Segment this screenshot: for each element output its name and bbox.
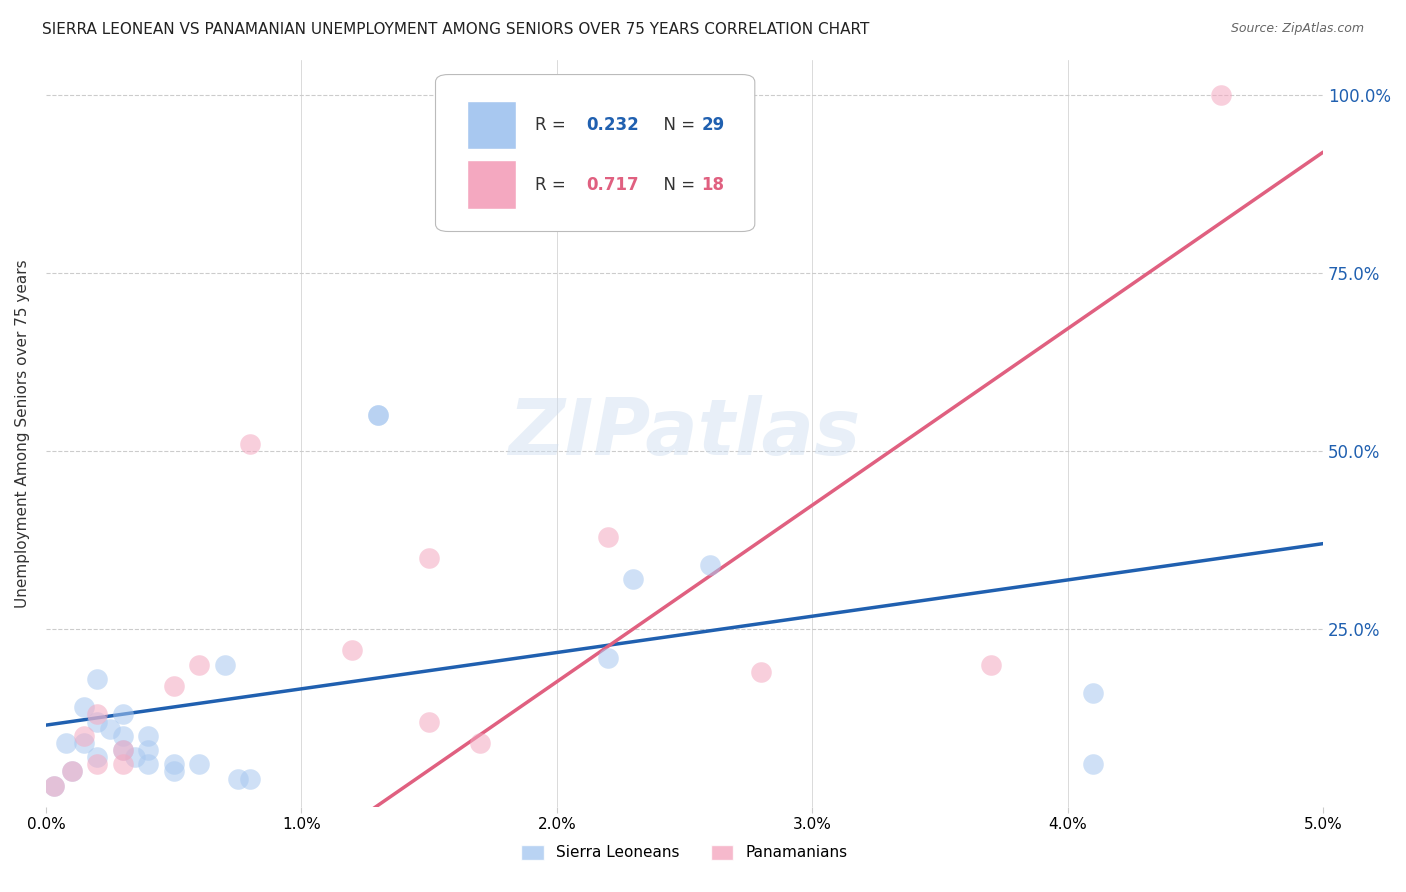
Point (367, 409, 389, 423)
Point (42, 779, 65, 793)
Text: R =: R = (536, 176, 571, 194)
Point (980, 657, 1002, 672)
Legend: Sierra Leoneans, Panamanians: Sierra Leoneans, Panamanians (515, 838, 853, 867)
Point (418, 550, 440, 565)
Point (1083, 686, 1105, 700)
Point (111, 707, 134, 722)
Point (111, 743, 134, 757)
Point (214, 657, 236, 672)
Text: SIERRA LEONEAN VS PANAMANIAN UNEMPLOYMENT AMONG SENIORS OVER 75 YEARS CORRELATIO: SIERRA LEONEAN VS PANAMANIAN UNEMPLOYMEN… (42, 22, 869, 37)
Text: 0.717: 0.717 (586, 176, 638, 194)
Text: ZIPatlas: ZIPatlas (509, 395, 860, 471)
Point (596, 650, 619, 665)
Point (73, 736, 96, 750)
Point (342, 643, 364, 657)
Text: Source: ZipAtlas.com: Source: ZipAtlas.com (1230, 22, 1364, 36)
Point (623, 572, 645, 586)
Point (111, 757, 134, 772)
Text: N =: N = (652, 116, 700, 134)
Point (1209, 88, 1232, 103)
Point (86, 757, 108, 772)
Point (60, 764, 83, 779)
Point (60, 764, 83, 779)
Point (86, 672, 108, 686)
Point (73, 729, 96, 743)
Point (111, 743, 134, 757)
Point (596, 529, 619, 543)
Point (239, 437, 262, 451)
Text: R =: R = (536, 116, 571, 134)
Point (163, 764, 186, 779)
Point (188, 657, 211, 672)
Point (55, 736, 77, 750)
Point (86, 714, 108, 729)
Point (111, 729, 134, 743)
Point (163, 757, 186, 772)
Point (86, 707, 108, 722)
Point (470, 736, 492, 750)
Point (136, 757, 159, 772)
Point (239, 772, 262, 786)
Point (188, 757, 211, 772)
Point (699, 558, 721, 572)
Point (418, 714, 440, 729)
Point (98, 722, 121, 736)
Bar (467, 161, 516, 209)
Point (1083, 757, 1105, 772)
Text: 29: 29 (702, 116, 724, 134)
Point (42, 779, 65, 793)
Y-axis label: Unemployment Among Seniors over 75 years: Unemployment Among Seniors over 75 years (15, 259, 30, 607)
Point (749, 665, 772, 679)
Bar (467, 101, 516, 149)
Point (136, 729, 159, 743)
Point (73, 700, 96, 714)
Point (86, 750, 108, 764)
Text: 0.232: 0.232 (586, 116, 638, 134)
Point (163, 679, 186, 693)
Point (124, 750, 146, 764)
Point (136, 743, 159, 757)
Point (226, 772, 249, 786)
Text: 18: 18 (702, 176, 724, 194)
Point (367, 409, 389, 423)
Text: N =: N = (652, 176, 700, 194)
FancyBboxPatch shape (436, 75, 755, 232)
